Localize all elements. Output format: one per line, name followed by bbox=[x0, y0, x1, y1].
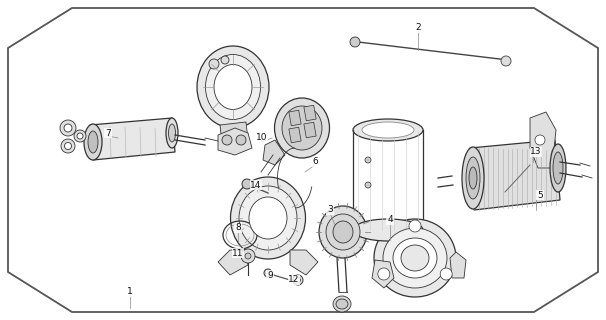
Circle shape bbox=[535, 135, 545, 145]
Polygon shape bbox=[372, 260, 394, 288]
Text: 6: 6 bbox=[312, 157, 318, 166]
Text: 7: 7 bbox=[105, 129, 111, 138]
Ellipse shape bbox=[393, 238, 437, 278]
Text: 9: 9 bbox=[267, 270, 273, 279]
Circle shape bbox=[440, 268, 452, 280]
Text: 14: 14 bbox=[250, 180, 262, 189]
Ellipse shape bbox=[88, 131, 98, 153]
Ellipse shape bbox=[550, 144, 566, 192]
Ellipse shape bbox=[239, 186, 297, 250]
Text: 13: 13 bbox=[530, 148, 542, 156]
Circle shape bbox=[296, 277, 301, 283]
Circle shape bbox=[60, 120, 76, 136]
Text: 8: 8 bbox=[235, 223, 241, 233]
Ellipse shape bbox=[401, 245, 429, 271]
Ellipse shape bbox=[333, 296, 351, 312]
Ellipse shape bbox=[319, 206, 367, 258]
Circle shape bbox=[77, 133, 83, 139]
Ellipse shape bbox=[353, 219, 423, 241]
Text: 3: 3 bbox=[327, 205, 333, 214]
Ellipse shape bbox=[166, 118, 178, 148]
Ellipse shape bbox=[205, 54, 261, 119]
Text: 1: 1 bbox=[127, 287, 133, 297]
Polygon shape bbox=[90, 118, 175, 160]
Circle shape bbox=[501, 56, 511, 66]
Ellipse shape bbox=[353, 119, 423, 141]
Polygon shape bbox=[263, 140, 285, 165]
Ellipse shape bbox=[249, 197, 287, 239]
Circle shape bbox=[264, 269, 272, 277]
Circle shape bbox=[221, 56, 229, 64]
Circle shape bbox=[241, 249, 255, 263]
Circle shape bbox=[242, 179, 252, 189]
Ellipse shape bbox=[333, 221, 353, 243]
Polygon shape bbox=[470, 140, 560, 210]
Text: 2: 2 bbox=[415, 23, 421, 33]
Ellipse shape bbox=[84, 124, 102, 160]
Text: 12: 12 bbox=[288, 276, 300, 284]
Ellipse shape bbox=[326, 214, 360, 250]
Ellipse shape bbox=[168, 124, 176, 142]
Bar bbox=[289, 110, 301, 126]
Ellipse shape bbox=[466, 157, 480, 199]
Ellipse shape bbox=[374, 219, 456, 297]
Circle shape bbox=[365, 157, 371, 163]
Ellipse shape bbox=[282, 106, 322, 150]
Text: 5: 5 bbox=[537, 190, 543, 199]
Circle shape bbox=[236, 135, 246, 145]
Ellipse shape bbox=[553, 152, 563, 184]
Bar bbox=[304, 105, 316, 121]
Text: 11: 11 bbox=[232, 249, 244, 258]
Bar bbox=[304, 122, 316, 138]
Ellipse shape bbox=[275, 98, 330, 158]
Polygon shape bbox=[290, 250, 318, 275]
Circle shape bbox=[350, 37, 360, 47]
Polygon shape bbox=[218, 128, 252, 155]
Ellipse shape bbox=[197, 46, 269, 128]
Circle shape bbox=[365, 182, 371, 188]
Polygon shape bbox=[220, 122, 248, 143]
Ellipse shape bbox=[462, 147, 484, 209]
Circle shape bbox=[61, 139, 75, 153]
Ellipse shape bbox=[383, 228, 447, 288]
Circle shape bbox=[64, 142, 72, 149]
Circle shape bbox=[209, 59, 219, 69]
Circle shape bbox=[378, 268, 390, 280]
Circle shape bbox=[74, 130, 86, 142]
Polygon shape bbox=[8, 8, 598, 312]
Circle shape bbox=[293, 275, 303, 285]
Polygon shape bbox=[530, 112, 556, 168]
Ellipse shape bbox=[469, 167, 477, 189]
Circle shape bbox=[222, 135, 232, 145]
Ellipse shape bbox=[230, 177, 305, 259]
Text: 4: 4 bbox=[387, 215, 393, 225]
Bar bbox=[289, 127, 301, 143]
Circle shape bbox=[409, 220, 421, 232]
Circle shape bbox=[245, 253, 251, 259]
Text: 10: 10 bbox=[256, 133, 268, 142]
Polygon shape bbox=[450, 252, 466, 278]
Ellipse shape bbox=[336, 299, 348, 309]
Ellipse shape bbox=[362, 122, 414, 138]
Polygon shape bbox=[218, 250, 248, 275]
Circle shape bbox=[64, 124, 72, 132]
Ellipse shape bbox=[214, 65, 252, 109]
